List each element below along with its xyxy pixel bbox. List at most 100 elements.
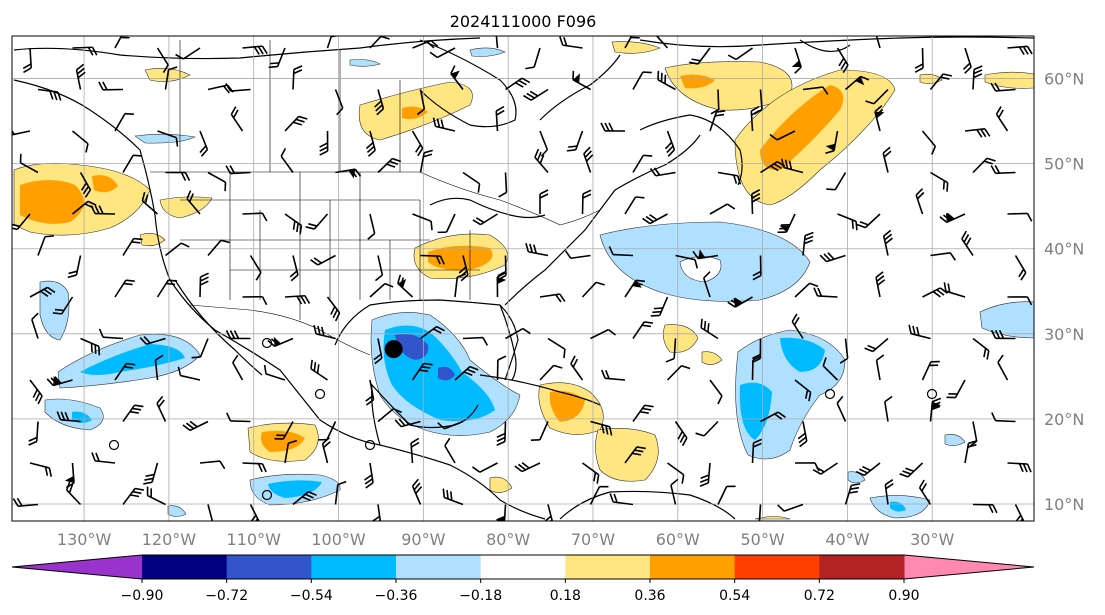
wind-barb — [972, 157, 996, 174]
wind-barb — [186, 190, 201, 215]
wind-barb — [462, 171, 481, 193]
longitude-label: 100°W — [311, 530, 366, 549]
wind-barb — [12, 126, 31, 136]
wind-barb — [495, 105, 505, 132]
negative-anomaly-region — [780, 337, 825, 372]
wind-barb — [225, 330, 251, 340]
wind-barb — [29, 286, 56, 298]
wind-barb — [1007, 45, 1033, 56]
map-title: 2024111000 F096 — [450, 12, 597, 31]
wind-barb — [319, 130, 329, 156]
wind-barb — [657, 70, 676, 91]
positive-anomaly-region — [549, 391, 585, 422]
wind-barb — [91, 452, 116, 464]
wind-barb — [608, 246, 634, 257]
wind-barb — [624, 446, 646, 464]
wind-barb — [157, 130, 179, 147]
wind-barb — [114, 112, 134, 132]
wind-barb — [856, 213, 881, 229]
wind-barb — [539, 364, 563, 381]
wind-barb — [454, 273, 466, 298]
wind-barb — [284, 294, 311, 305]
political-borders — [150, 40, 601, 356]
negative-anomaly-region — [438, 366, 455, 381]
colorbar-bin — [650, 555, 736, 579]
wind-barb — [929, 397, 942, 422]
wind-barb — [813, 287, 838, 298]
coastline-hudson-bay — [419, 39, 517, 128]
wind-barb — [90, 205, 116, 215]
wind-barb — [882, 229, 893, 256]
wind-barb — [114, 362, 136, 381]
wind-barb — [997, 354, 1009, 381]
wind-barb — [581, 281, 605, 298]
calm-wind-marker — [364, 439, 376, 451]
wind-barb — [972, 337, 990, 360]
wind-barb — [226, 412, 251, 423]
wind-barb — [874, 105, 885, 132]
negative-anomaly-region — [469, 47, 506, 57]
wind-barb — [318, 421, 337, 441]
wind-barb — [794, 379, 812, 402]
wind-barb — [539, 293, 566, 303]
wind-barb — [154, 354, 164, 381]
wind-barb — [1014, 504, 1026, 521]
wind-barb — [472, 462, 498, 473]
coastline-florida — [499, 304, 517, 381]
wind-barb — [822, 357, 839, 381]
wind-barb — [1014, 255, 1027, 281]
wind-barb — [695, 420, 719, 437]
wind-barb — [397, 274, 414, 298]
wind-barb — [37, 88, 62, 101]
colorbar-bin — [142, 555, 228, 579]
wind-barb — [313, 324, 336, 340]
wind-barb — [122, 404, 144, 422]
wind-barb — [12, 213, 31, 231]
wind-barb — [709, 203, 736, 215]
wind-barb — [566, 130, 584, 152]
wind-barb — [416, 89, 426, 116]
wind-barb — [335, 168, 362, 179]
negative-anomaly-region — [80, 344, 185, 375]
wind-barb — [650, 296, 669, 317]
wind-barb — [624, 279, 645, 298]
wind-barb — [175, 47, 201, 60]
coastline-cuba — [479, 374, 601, 406]
wind-barb — [156, 47, 169, 73]
wind-barb — [496, 355, 507, 381]
wind-barb — [825, 130, 839, 155]
colorbar-bin — [480, 555, 566, 579]
wind-barb — [377, 157, 402, 174]
wind-barb — [444, 437, 456, 464]
colorbar-bin — [226, 555, 312, 579]
longitude-labels: 130°W 120°W 110°W 100°W 90°W 80°W 70°W 60°W 50°W… — [57, 530, 955, 549]
colorbar-tick-label: 0.36 — [634, 588, 665, 604]
calm-wind-marker — [261, 337, 273, 349]
wind-barb — [230, 106, 244, 132]
wind-barb — [624, 196, 645, 215]
wind-barb — [310, 359, 328, 381]
wind-barb — [525, 242, 549, 257]
wind-barb — [496, 421, 507, 446]
wind-barb — [199, 272, 209, 298]
wind-barb — [921, 360, 940, 381]
wind-barb — [990, 164, 1016, 175]
coastline-pacific-north-america — [13, 79, 546, 520]
latitude-labels: 60°N 50°N 40°N 30°N 20°N 10°N — [1044, 70, 1084, 514]
wind-barb — [165, 171, 191, 181]
wind-barb — [624, 36, 640, 49]
wind-barb — [570, 355, 584, 381]
colorbar-tick-label: 0.18 — [550, 588, 581, 604]
longitude-label: 120°W — [142, 530, 197, 549]
wind-barb — [263, 364, 286, 381]
positive-anomaly-region — [595, 428, 659, 482]
longitude-label: 80°W — [486, 530, 530, 549]
coastline-arctic — [13, 36, 1034, 60]
wind-barb — [141, 192, 159, 215]
wind-barb — [365, 130, 376, 157]
wind-barb — [284, 439, 298, 464]
wind-barb — [794, 282, 819, 298]
colorbar-tick-label: −0.90 — [121, 588, 164, 604]
longitude-label: 130°W — [57, 530, 112, 549]
wind-barb — [582, 462, 600, 484]
